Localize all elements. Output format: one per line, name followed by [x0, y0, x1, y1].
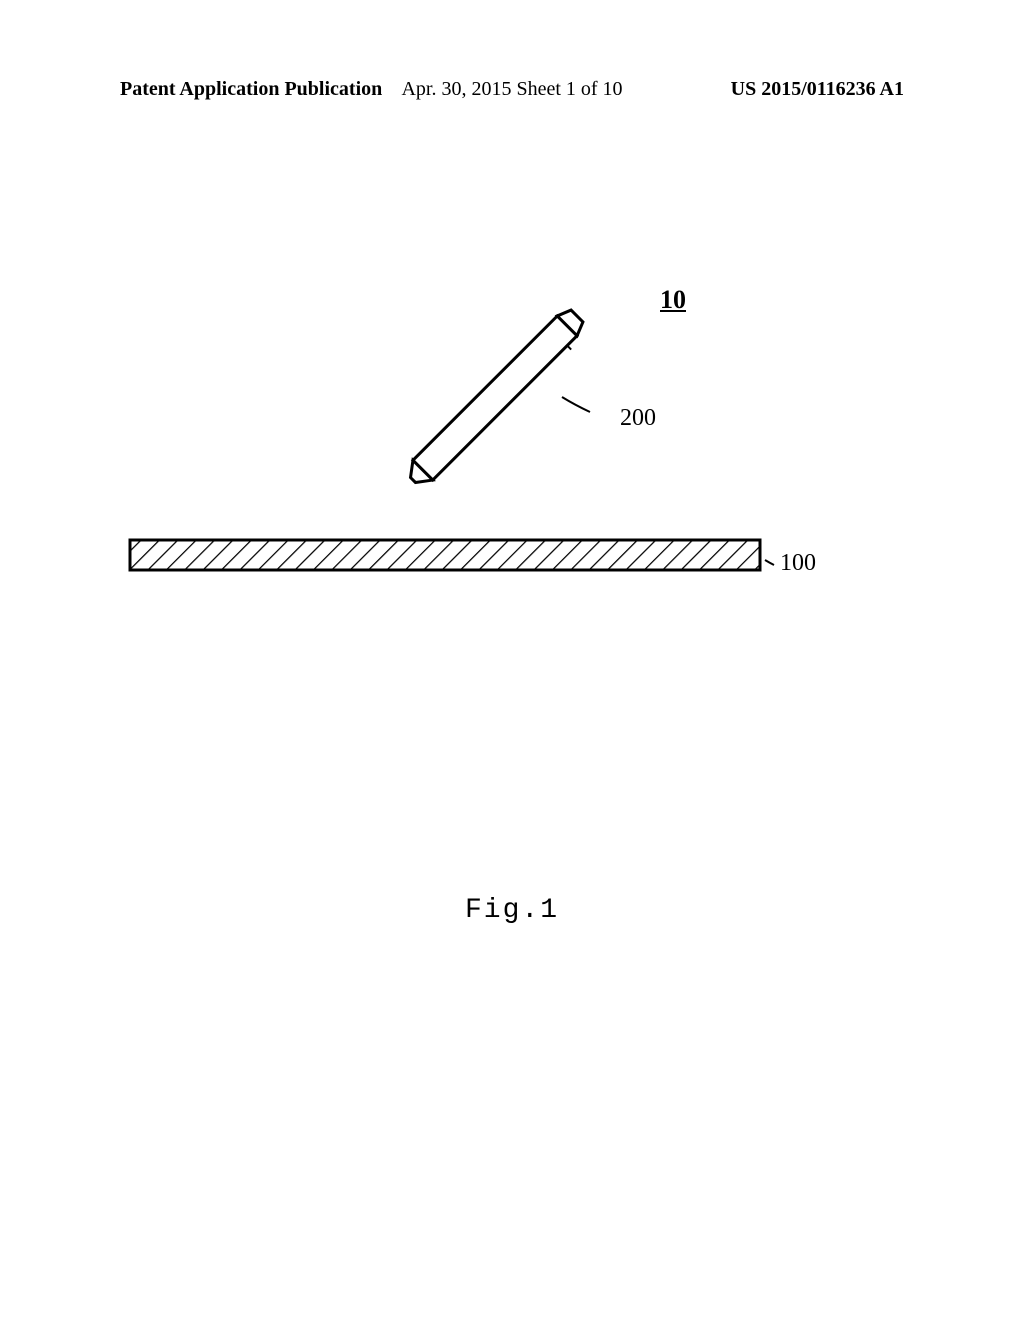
figure-label: Fig.1	[465, 895, 559, 926]
patent-diagram	[0, 0, 1024, 1320]
